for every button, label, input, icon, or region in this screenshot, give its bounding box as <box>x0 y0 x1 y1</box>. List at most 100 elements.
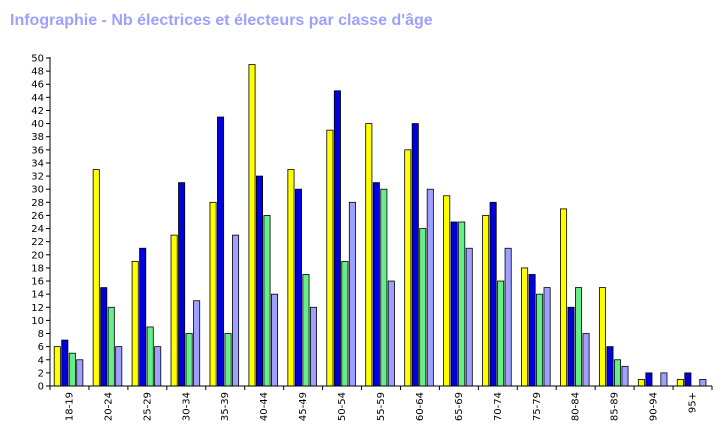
bar-30-34-s3 <box>185 333 193 387</box>
y-tick-label: 20 <box>31 250 44 261</box>
y-tick-label: 10 <box>31 316 44 327</box>
y-tick-label: 50 <box>31 54 44 65</box>
bar-65-69-s1 <box>443 195 451 387</box>
bar-95+-s4 <box>699 379 707 387</box>
y-tick-label: 24 <box>31 224 44 235</box>
bar-85-89-s2 <box>606 346 614 387</box>
y-tick-label: 46 <box>31 80 44 91</box>
bar-18-19-s3 <box>68 352 76 387</box>
bar-65-69-s2 <box>450 221 458 387</box>
bar-70-74-s3 <box>497 280 505 387</box>
bar-20-24-s4 <box>115 346 123 387</box>
bar-55-59-s3 <box>380 188 388 387</box>
bar-90-94-s1 <box>637 379 645 387</box>
y-tick-label: 6 <box>38 342 44 353</box>
bar-50-54-s4 <box>348 201 356 387</box>
bar-25-29-s3 <box>146 326 154 387</box>
bar-45-49-s2 <box>294 188 302 387</box>
y-tick-label: 16 <box>31 277 44 288</box>
bar-50-54-s3 <box>341 260 349 387</box>
y-tick-label: 0 <box>38 382 44 393</box>
x-tick-label-30-34: 30-34 <box>181 392 192 421</box>
bar-35-39-s1 <box>209 201 217 387</box>
bar-40-44-s3 <box>263 215 271 387</box>
x-tick-label-60-64: 60-64 <box>415 392 426 421</box>
bar-60-64-s2 <box>411 123 419 387</box>
bar-80-84-s1 <box>560 208 568 387</box>
bar-40-44-s1 <box>248 64 256 387</box>
bar-25-29-s4 <box>154 346 162 387</box>
bar-75-79-s1 <box>521 267 529 387</box>
bar-80-84-s4 <box>582 333 590 387</box>
x-tick-label-55-59: 55-59 <box>376 392 387 421</box>
bars-group <box>53 64 707 387</box>
bar-75-79-s3 <box>536 293 544 387</box>
x-tick-label-20-24: 20-24 <box>103 392 114 421</box>
bar-40-44-s2 <box>256 175 264 387</box>
bar-85-89-s4 <box>621 365 629 387</box>
y-tick-label: 22 <box>31 237 44 248</box>
axes-group: 0246810121416182022242628303234363840424… <box>31 54 713 421</box>
y-tick-label: 34 <box>31 158 44 169</box>
y-tick-label: 42 <box>31 106 44 117</box>
bar-70-74-s4 <box>504 247 512 387</box>
bar-20-24-s2 <box>100 287 108 387</box>
bar-25-29-s2 <box>139 247 147 387</box>
bar-55-59-s4 <box>387 280 395 387</box>
bar-80-84-s2 <box>567 306 575 387</box>
x-tick-label-85-89: 85-89 <box>610 392 621 421</box>
y-tick-label: 48 <box>31 67 44 78</box>
x-tick-label-65-69: 65-69 <box>454 392 465 421</box>
bar-30-34-s2 <box>178 182 186 387</box>
x-tick-label-25-29: 25-29 <box>142 392 153 421</box>
bar-50-54-s2 <box>333 90 341 387</box>
y-tick-label: 28 <box>31 198 44 209</box>
bar-75-79-s2 <box>528 274 536 387</box>
bar-45-49-s3 <box>302 274 310 387</box>
bar-20-24-s1 <box>92 169 100 387</box>
y-tick-label: 18 <box>31 263 44 274</box>
bar-18-19-s2 <box>61 339 69 387</box>
chart-title: Infographie - Nb électrices et électeurs… <box>10 12 433 29</box>
bar-35-39-s3 <box>224 333 232 387</box>
bar-70-74-s1 <box>482 215 490 387</box>
x-tick-label-50-54: 50-54 <box>337 392 348 421</box>
bar-80-84-s3 <box>575 287 583 387</box>
x-tick-label-95+: 95+ <box>688 392 699 413</box>
bar-35-39-s4 <box>232 234 240 387</box>
bar-45-49-s1 <box>287 169 295 387</box>
y-tick-label: 40 <box>31 119 44 130</box>
bar-30-34-s4 <box>193 300 201 387</box>
bar-85-89-s3 <box>613 359 621 387</box>
bar-65-69-s3 <box>458 221 466 387</box>
x-tick-label-18-19: 18-19 <box>64 392 75 421</box>
bar-40-44-s4 <box>271 293 279 387</box>
y-tick-label: 36 <box>31 145 44 156</box>
bar-50-54-s1 <box>326 129 334 387</box>
bar-60-64-s3 <box>419 228 427 387</box>
bar-90-94-s2 <box>645 372 653 387</box>
x-tick-label-35-39: 35-39 <box>220 392 231 421</box>
y-tick-label: 32 <box>31 172 44 183</box>
bar-35-39-s2 <box>217 116 225 387</box>
bar-30-34-s1 <box>170 234 178 387</box>
y-tick-label: 8 <box>38 329 44 340</box>
x-tick-label-70-74: 70-74 <box>493 392 504 421</box>
y-tick-label: 14 <box>31 290 44 301</box>
bar-55-59-s2 <box>372 182 380 387</box>
bar-60-64-s1 <box>404 149 412 387</box>
x-tick-label-80-84: 80-84 <box>571 392 582 421</box>
x-tick-label-45-49: 45-49 <box>298 392 309 421</box>
y-tick-label: 2 <box>38 368 44 379</box>
bar-25-29-s1 <box>131 260 139 387</box>
y-tick-label: 30 <box>31 185 44 196</box>
y-tick-label: 12 <box>31 303 44 314</box>
y-tick-label: 44 <box>31 93 44 104</box>
bar-18-19-s4 <box>76 359 84 387</box>
bar-18-19-s1 <box>53 346 61 387</box>
x-tick-label-75-79: 75-79 <box>532 392 543 421</box>
bar-20-24-s3 <box>107 306 115 387</box>
bar-75-79-s4 <box>543 287 551 387</box>
bar-55-59-s1 <box>365 123 373 387</box>
